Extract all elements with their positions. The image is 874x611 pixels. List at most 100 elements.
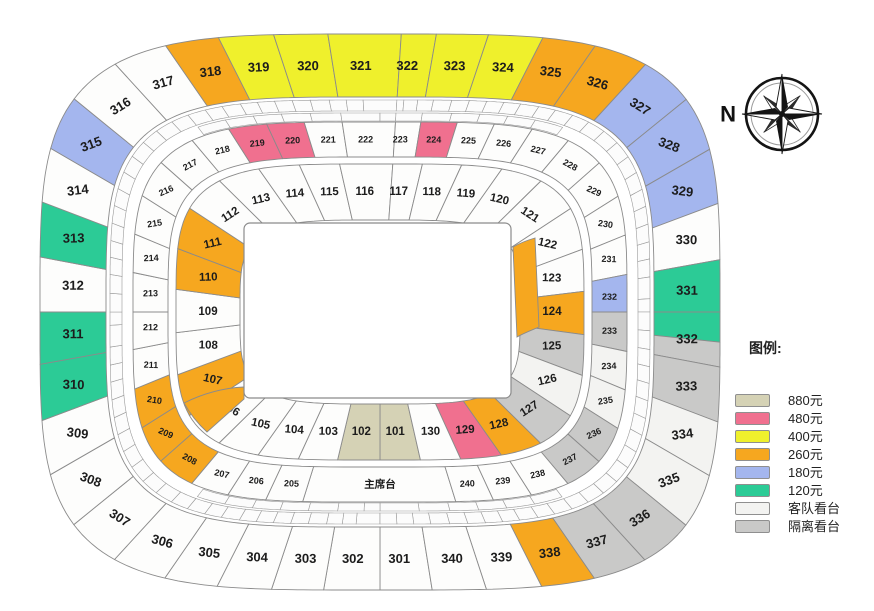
section-230[interactable]: 230 <box>583 195 626 250</box>
section-label: 324 <box>492 59 515 75</box>
section-label: 312 <box>62 278 84 293</box>
section-238[interactable]: 238 <box>509 451 569 496</box>
front-wedge-bottom-left[interactable] <box>183 386 245 433</box>
section-label: 223 <box>393 135 408 145</box>
section-label: 117 <box>389 186 408 198</box>
section-label: 122 <box>537 236 558 252</box>
section-126[interactable]: 126 <box>510 350 583 417</box>
section-102[interactable]: 102 <box>337 403 381 461</box>
section-label: 322 <box>396 58 418 73</box>
legend-swatch <box>735 394 770 407</box>
section-109[interactable]: 109 <box>175 288 241 334</box>
section-label: 128 <box>488 416 510 432</box>
section-label: 130 <box>421 426 440 438</box>
section-label: 330 <box>675 232 697 248</box>
section-label: 317 <box>151 72 176 92</box>
section-label: 338 <box>538 544 561 561</box>
section-218[interactable]: 218 <box>191 128 251 173</box>
vip-box[interactable]: 主席台 <box>302 466 457 503</box>
legend-item: 480元 <box>735 412 870 425</box>
section-label: 235 <box>597 395 613 407</box>
section-337[interactable]: 337 <box>552 503 646 579</box>
section-322[interactable]: 322 <box>396 33 437 98</box>
legend-title: 图例: <box>749 340 782 356</box>
section-237[interactable]: 237 <box>540 433 600 485</box>
section-333[interactable]: 333 <box>651 354 721 423</box>
section-116[interactable]: 116 <box>339 163 394 221</box>
legend-label: 400元 <box>788 429 823 444</box>
legend-items: 880元 480元 400元 260元 180元 120元 客队看台 隔离看台 <box>735 394 870 533</box>
section-212[interactable]: 212 <box>132 311 169 351</box>
section-120[interactable]: 120 <box>463 168 542 232</box>
legend-label: 客队看台 <box>788 501 841 516</box>
section-334[interactable]: 334 <box>644 396 719 477</box>
section-321[interactable]: 321 <box>327 33 402 98</box>
legend: 图例: 880元 480元 400元 260元 180元 120元 客队看台 隔离看台 <box>735 338 870 538</box>
section-327[interactable]: 327 <box>593 64 687 149</box>
stair-ring <box>109 99 651 525</box>
section-317[interactable]: 317 <box>114 45 208 121</box>
section-label: 313 <box>63 230 85 246</box>
section-316[interactable]: 316 <box>73 63 168 148</box>
section-232[interactable]: 232 <box>591 273 628 313</box>
section-label: 222 <box>358 135 373 145</box>
section-label: 205 <box>284 478 299 489</box>
section-332[interactable]: 332 <box>653 311 721 368</box>
section-label: 207 <box>213 467 230 480</box>
section-label: 304 <box>246 549 269 565</box>
section-label: 215 <box>146 217 162 229</box>
section-label: 305 <box>198 544 221 561</box>
section-329[interactable]: 329 <box>645 148 719 229</box>
section-label: 126 <box>537 372 558 388</box>
legend-label: 260元 <box>788 447 823 462</box>
section-label: 113 <box>251 192 272 208</box>
section-207[interactable]: 207 <box>191 451 250 496</box>
section-label: 115 <box>320 186 339 198</box>
section-313[interactable]: 313 <box>39 201 109 270</box>
section-103[interactable]: 103 <box>297 402 352 461</box>
middle-ring: 主席台2052062072082092102112122132142152162… <box>132 121 628 503</box>
legend-swatch <box>735 430 770 443</box>
section-label: 213 <box>143 288 158 298</box>
section-110[interactable]: 110 <box>175 248 242 299</box>
section-305[interactable]: 305 <box>164 517 250 587</box>
section-101[interactable]: 101 <box>379 403 421 461</box>
front-wedge-right[interactable] <box>512 237 540 338</box>
section-210[interactable]: 210 <box>134 374 177 429</box>
section-216[interactable]: 216 <box>141 162 193 218</box>
section-319[interactable]: 319 <box>217 34 295 101</box>
section-label: 211 <box>144 360 159 370</box>
section-307[interactable]: 307 <box>73 475 167 560</box>
section-label: 220 <box>285 135 300 146</box>
section-311[interactable]: 311 <box>39 311 107 365</box>
section-label: 214 <box>143 253 158 263</box>
section-label: 306 <box>150 531 175 551</box>
section-label: 239 <box>495 475 511 486</box>
section-label: 334 <box>671 425 695 443</box>
section-114[interactable]: 114 <box>258 164 326 224</box>
section-324[interactable]: 324 <box>467 34 544 101</box>
section-label: 321 <box>350 58 372 73</box>
section-label: 218 <box>214 143 231 156</box>
section-label: 108 <box>199 339 219 352</box>
legend-item: 120元 <box>735 484 870 497</box>
section-217[interactable]: 217 <box>160 139 220 191</box>
section-label: 230 <box>597 218 613 230</box>
section-label: 311 <box>62 326 83 341</box>
section-331[interactable]: 331 <box>653 259 721 313</box>
legend-item: 400元 <box>735 430 870 443</box>
section-240[interactable]: 240 <box>444 464 494 503</box>
section-306[interactable]: 306 <box>114 502 207 579</box>
compass-rose: N <box>720 73 823 155</box>
section-label: 303 <box>295 551 317 566</box>
section-320[interactable]: 320 <box>273 33 339 98</box>
section-label: 326 <box>585 73 610 93</box>
section-label: 331 <box>676 283 698 298</box>
section-130[interactable]: 130 <box>407 402 462 461</box>
section-340[interactable]: 340 <box>421 526 487 591</box>
section-label: 340 <box>441 551 463 566</box>
legend-item: 隔离看台 <box>735 520 870 533</box>
section-222[interactable]: 222 <box>341 121 396 158</box>
section-330[interactable]: 330 <box>651 202 721 273</box>
